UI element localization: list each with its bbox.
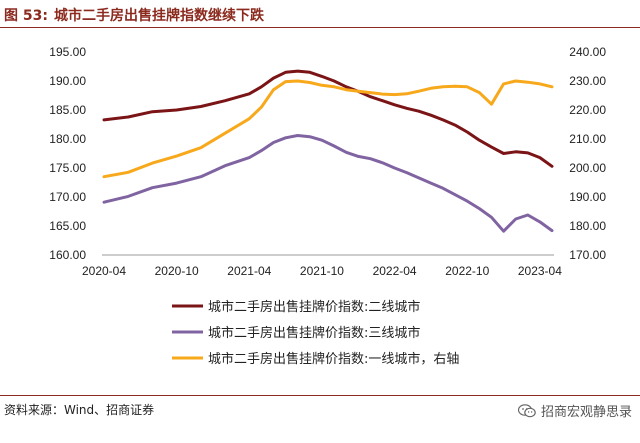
right-tick-label: 210.00 (569, 132, 606, 146)
footer-divider (0, 395, 640, 396)
x-tick-label: 2021-04 (227, 264, 271, 278)
x-tick-label: 2020-04 (82, 264, 126, 278)
right-tick-label: 230.00 (569, 74, 606, 88)
left-tick-label: 165.00 (49, 219, 86, 233)
left-tick-label: 190.00 (49, 74, 86, 88)
right-tick-label: 180.00 (569, 219, 606, 233)
right-tick-label: 200.00 (569, 161, 606, 175)
figure-title-text: 城市二手房出售挂牌指数继续下跌 (53, 8, 264, 24)
legend-label: 城市二手房出售挂牌价指数:二线城市 (208, 299, 420, 315)
left-tick-label: 160.00 (49, 248, 86, 262)
legend-label: 城市二手房出售挂牌价指数:三线城市 (208, 325, 420, 341)
left-tick-label: 185.00 (49, 103, 86, 117)
x-tick-label: 2022-04 (373, 264, 417, 278)
legend: 城市二手房出售挂牌价指数:二线城市城市二手房出售挂牌价指数:三线城市城市二手房出… (172, 299, 459, 367)
x-tick-label: 2023-04 (518, 264, 562, 278)
x-tick-label: 2022-10 (445, 264, 489, 278)
right-tick-label: 170.00 (569, 248, 606, 262)
figure-number: 图 53: (4, 8, 48, 24)
x-tick-label: 2021-10 (300, 264, 344, 278)
series-line-1 (102, 69, 554, 168)
line-chart: 160.00 165.00 170.00 175.00 180.00 185.00 190.… (49, 45, 606, 367)
wechat-icon (517, 403, 536, 417)
series-lines (102, 69, 554, 233)
right-tick-label: 190.00 (569, 190, 606, 204)
right-axis-ticks: 170.00 180.00 190.00 200.00 210.00 220.00 230.… (569, 45, 606, 262)
figure-title: 图 53: 城市二手房出售挂牌指数继续下跌 (4, 5, 264, 25)
brand-name: 招商宏观静思录 (540, 405, 632, 420)
left-tick-label: 170.00 (49, 190, 86, 204)
series-line-3 (102, 79, 554, 179)
left-tick-label: 175.00 (49, 161, 86, 175)
legend-label: 城市二手房出售挂牌价指数:一线城市，右轴 (208, 351, 459, 367)
series-line-2 (102, 134, 554, 233)
right-tick-label: 220.00 (569, 103, 606, 117)
left-tick-label: 180.00 (49, 132, 86, 146)
left-axis-ticks: 160.00 165.00 170.00 175.00 180.00 185.00 190.… (49, 45, 86, 262)
brand-mark: 招商宏观静思录 (517, 401, 632, 420)
title-divider (0, 27, 640, 28)
source-note: 资料来源：Wind、招商证券 (4, 403, 155, 417)
x-axis-ticks: 2020-04 2020-10 2021-04 2021-10 2022-04 2022-… (82, 264, 562, 278)
left-tick-label: 195.00 (49, 45, 86, 59)
x-tick-label: 2020-10 (155, 264, 199, 278)
right-tick-label: 240.00 (569, 45, 606, 59)
